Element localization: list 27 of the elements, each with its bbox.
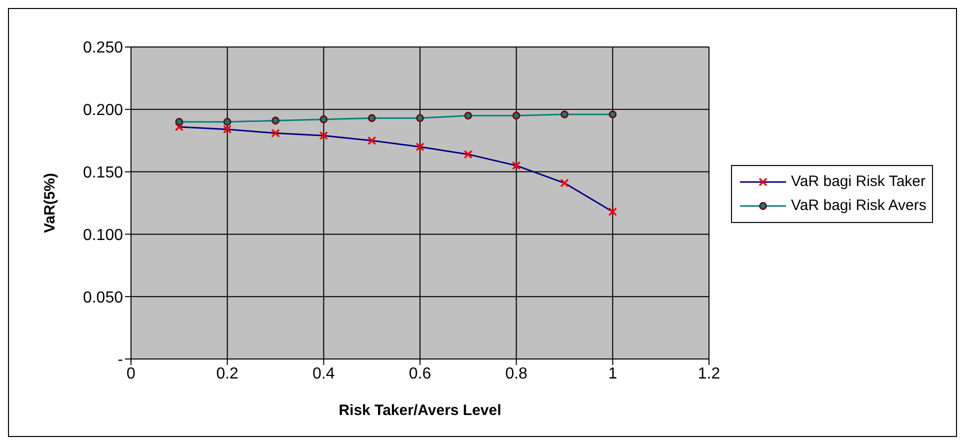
y-axis-title: VaR(5%) [41, 172, 58, 234]
y-tick-label: - [118, 352, 123, 369]
y-tick-label: 0.250 [82, 40, 124, 57]
point [320, 115, 328, 124]
point [608, 110, 617, 118]
x-tick-label: 1 [608, 365, 618, 382]
x-tick-label: 0.6 [408, 365, 432, 382]
x-tick-label: 0 [126, 365, 136, 382]
y-tick-label: 0.050 [82, 289, 124, 306]
point [560, 110, 568, 118]
point [368, 114, 376, 122]
point [464, 112, 472, 120]
x-axis-title: Risk Taker/Avers Level [338, 402, 502, 419]
point [272, 116, 280, 125]
point [416, 114, 424, 122]
x-tick-label: 0.4 [312, 365, 335, 382]
point [175, 118, 184, 126]
y-tick-label: 0.150 [82, 164, 124, 182]
x-tick-label: 0.2 [216, 365, 239, 382]
point [223, 118, 232, 126]
legend-label: VaR bagi Risk Avers [791, 196, 926, 216]
point [512, 112, 520, 120]
y-tick-label: 0.100 [82, 226, 124, 244]
x-tick-label: 1.2 [698, 365, 720, 382]
y-tick-label: 0.200 [82, 102, 124, 120]
x-tick-label: 0.8 [505, 365, 528, 382]
legend-label: VaR bagi Risk Taker [791, 172, 926, 192]
